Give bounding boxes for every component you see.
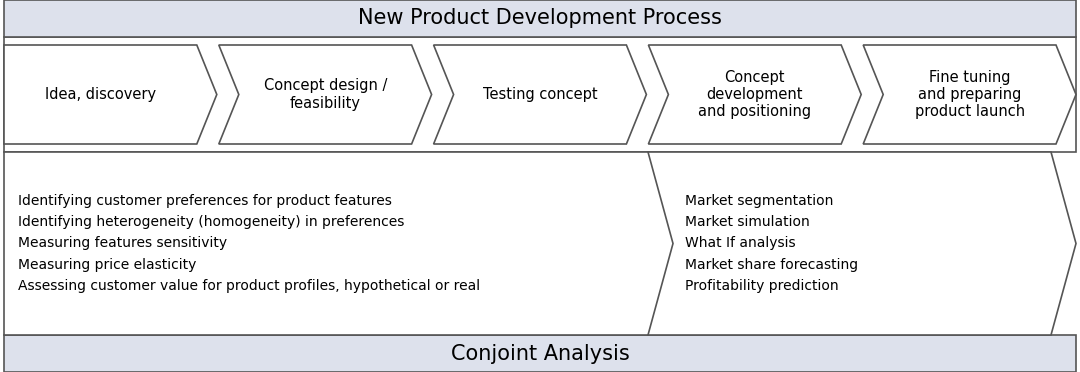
Polygon shape	[4, 45, 217, 144]
Text: Fine tuning
and preparing
product launch: Fine tuning and preparing product launch	[915, 70, 1025, 119]
FancyBboxPatch shape	[4, 0, 1076, 37]
Text: Idea, discovery: Idea, discovery	[45, 87, 156, 102]
Polygon shape	[648, 152, 1076, 335]
Polygon shape	[4, 152, 674, 335]
Text: Testing concept: Testing concept	[483, 87, 597, 102]
Text: Concept
development
and positioning: Concept development and positioning	[699, 70, 811, 119]
FancyBboxPatch shape	[4, 37, 1076, 152]
Text: Identifying customer preferences for product features
Identifying heterogeneity : Identifying customer preferences for pro…	[18, 194, 481, 293]
Text: New Product Development Process: New Product Development Process	[359, 9, 721, 29]
Text: Market segmentation
Market simulation
What If analysis
Market share forecasting
: Market segmentation Market simulation Wh…	[685, 194, 859, 293]
Polygon shape	[219, 45, 432, 144]
Text: Concept design /
feasibility: Concept design / feasibility	[264, 78, 387, 111]
Polygon shape	[863, 45, 1076, 144]
Polygon shape	[648, 45, 861, 144]
FancyBboxPatch shape	[4, 335, 1076, 372]
Polygon shape	[433, 45, 647, 144]
Text: Conjoint Analysis: Conjoint Analysis	[450, 343, 630, 363]
